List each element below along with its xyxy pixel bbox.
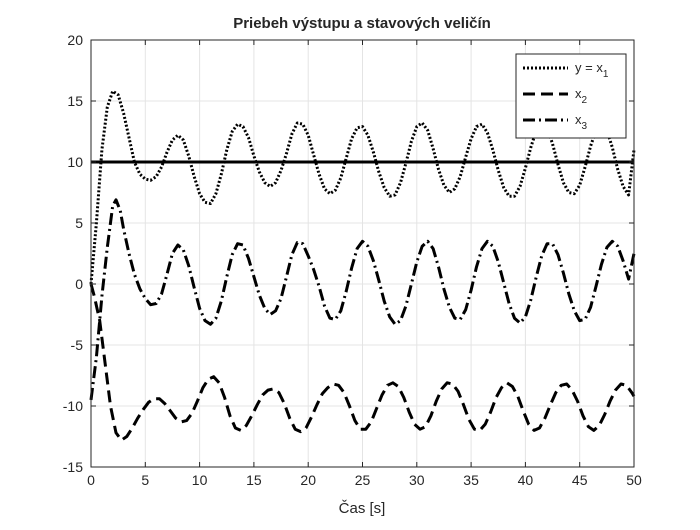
x-tick-label: 20 xyxy=(300,472,316,488)
y-tick-label: -10 xyxy=(63,398,83,414)
x-tick-label: 25 xyxy=(355,472,371,488)
legend-label-text: y = x xyxy=(575,60,603,75)
legend-box xyxy=(515,53,627,139)
y-tick-label: -15 xyxy=(63,459,83,475)
legend-label-2: x2 xyxy=(575,86,588,106)
x-tick-label: 10 xyxy=(192,472,208,488)
y-tick-label: 5 xyxy=(75,215,83,231)
legend-label-text: x xyxy=(575,86,582,101)
legend-label-subscript: 3 xyxy=(582,121,588,132)
y-tick-label: 20 xyxy=(67,32,83,48)
chart-title: Priebeh výstupu a stavových veličín xyxy=(233,15,491,32)
x-tick-label: 15 xyxy=(246,472,262,488)
axis-ticks: 0 5 10 15 20 25 30 35 40 45 50 -15 -10 -5 0 5 10 15 20 xyxy=(63,32,642,488)
series-line-1 xyxy=(89,89,636,285)
series-line-3 xyxy=(89,198,636,401)
x-tick-label: 45 xyxy=(572,472,588,488)
series-lines xyxy=(89,89,636,442)
legend-label-subscript: 2 xyxy=(582,95,588,106)
y-tick-label: -5 xyxy=(71,337,84,353)
x-tick-label: 35 xyxy=(463,472,479,488)
x-tick-label: 5 xyxy=(141,472,149,488)
x-tick-label: 30 xyxy=(409,472,425,488)
y-tick-label: 10 xyxy=(67,154,83,170)
x-tick-label: 50 xyxy=(626,472,642,488)
series-line-2 xyxy=(89,283,636,442)
y-tick-label: 15 xyxy=(67,93,83,109)
x-axis-label: Čas [s] xyxy=(339,500,386,517)
y-tick-label: 0 xyxy=(75,276,83,292)
legend-label-3: x3 xyxy=(575,112,588,132)
x-tick-label: 40 xyxy=(518,472,534,488)
legend-label-text: x xyxy=(575,112,582,127)
legend-label-1: y = x1 xyxy=(575,60,609,80)
x-tick-label: 0 xyxy=(87,472,95,488)
legend-label-subscript: 1 xyxy=(603,69,609,80)
